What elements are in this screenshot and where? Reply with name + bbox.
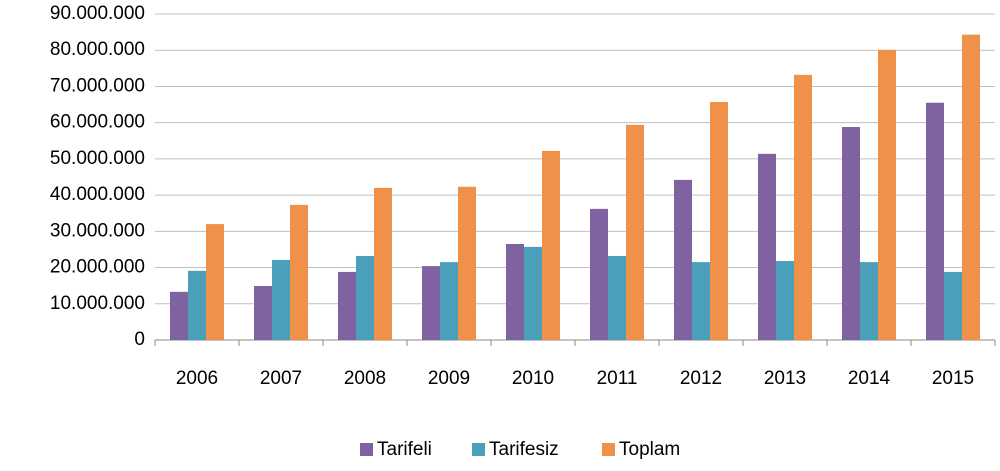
x-tick-label: 2012 <box>680 368 722 389</box>
bar <box>356 255 374 340</box>
bar <box>338 271 356 340</box>
bar <box>878 49 896 341</box>
x-tick-label: 2008 <box>344 368 386 389</box>
x-tick-label: 2007 <box>260 368 302 389</box>
bar <box>170 291 188 340</box>
bar <box>206 224 224 340</box>
y-tick-label: 60.000.000 <box>50 112 145 133</box>
y-tick-label: 50.000.000 <box>50 148 145 169</box>
bar <box>674 179 692 340</box>
x-tick-label: 2011 <box>597 368 638 389</box>
bar <box>422 266 440 340</box>
y-tick-label: 0 <box>134 329 145 350</box>
y-tick-label: 70.000.000 <box>50 75 145 96</box>
bar <box>542 150 560 340</box>
legend-label: Toplam <box>619 439 680 460</box>
bar <box>524 246 542 340</box>
y-tick-label: 30.000.000 <box>50 220 145 241</box>
x-tick-label: 2014 <box>848 368 891 389</box>
y-tick-label: 10.000.000 <box>50 293 145 314</box>
bar <box>962 34 980 340</box>
bar <box>842 127 860 340</box>
bar <box>272 259 290 340</box>
legend-label: Tarifesiz <box>489 439 559 460</box>
y-tick-label: 80.000.000 <box>50 39 145 60</box>
y-tick-label: 90.000.000 <box>50 3 145 24</box>
bar <box>944 271 962 340</box>
bar <box>710 102 728 341</box>
bar <box>758 153 776 340</box>
bar <box>626 124 644 340</box>
bar <box>776 261 794 340</box>
bar <box>374 187 392 340</box>
bar <box>692 262 710 340</box>
bar <box>608 255 626 340</box>
legend-label: Tarifeli <box>377 439 432 460</box>
legend-swatch <box>472 443 485 456</box>
x-tick-label: 2006 <box>176 368 218 389</box>
bar <box>860 262 878 340</box>
y-tick-label: 40.000.000 <box>50 184 145 205</box>
bar <box>290 204 308 340</box>
bar <box>188 270 206 340</box>
x-tick-label: 2010 <box>512 368 554 389</box>
x-tick-label: 2015 <box>932 368 974 389</box>
y-tick-label: 20.000.000 <box>50 257 145 278</box>
legend-swatch <box>360 443 373 456</box>
bar <box>794 74 812 340</box>
x-tick-label: 2013 <box>764 368 806 389</box>
bar <box>458 186 476 340</box>
bar <box>926 102 944 340</box>
x-tick-label: 2009 <box>428 368 470 389</box>
bar <box>254 286 272 340</box>
bar <box>440 262 458 340</box>
bar <box>590 208 608 340</box>
legend-swatch <box>602 443 615 456</box>
bar <box>506 244 524 340</box>
